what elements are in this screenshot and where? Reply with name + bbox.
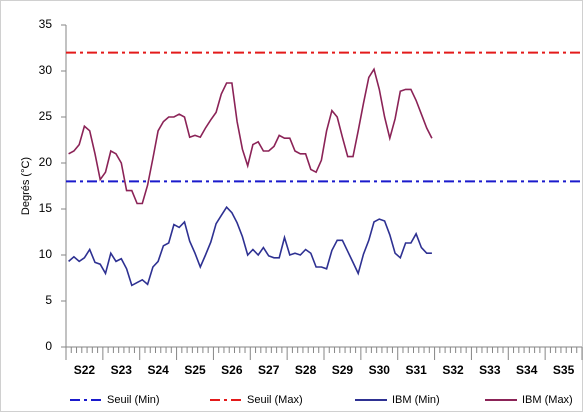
data-line	[68, 205, 432, 287]
y-tick-label: 35	[39, 17, 53, 31]
y-tick-label: 30	[39, 63, 53, 77]
y-tick-label: 20	[39, 155, 53, 169]
legend-label: IBM (Max)	[522, 394, 573, 406]
x-tick-label: S33	[479, 363, 501, 377]
x-tick-label: S27	[258, 363, 280, 377]
legend-label: IBM (Min)	[392, 394, 440, 406]
y-tick-label: 5	[45, 293, 52, 307]
x-tick-label: S35	[553, 363, 575, 377]
x-tick-label: S26	[221, 363, 243, 377]
y-tick-label: 10	[39, 247, 53, 261]
legend-label: Seuil (Max)	[247, 394, 303, 406]
y-tick-label: 25	[39, 109, 53, 123]
x-tick-label: S32	[442, 363, 464, 377]
x-tick-label: S31	[405, 363, 427, 377]
legend-label: Seuil (Min)	[107, 394, 160, 406]
x-tick-label: S25	[184, 363, 206, 377]
x-tick-label: S30	[369, 363, 391, 377]
y-tick-label: 0	[45, 339, 52, 353]
x-tick-label: S24	[147, 363, 169, 377]
x-tick-label: S28	[295, 363, 317, 377]
x-tick-label: S34	[516, 363, 538, 377]
x-tick-label: S22	[74, 363, 96, 377]
data-line	[68, 67, 433, 205]
y-axis-label: Degrés (°C)	[20, 157, 32, 215]
y-tick-label: 15	[39, 201, 53, 215]
x-tick-label: S29	[332, 363, 354, 377]
x-tick-label: S23	[111, 363, 133, 377]
